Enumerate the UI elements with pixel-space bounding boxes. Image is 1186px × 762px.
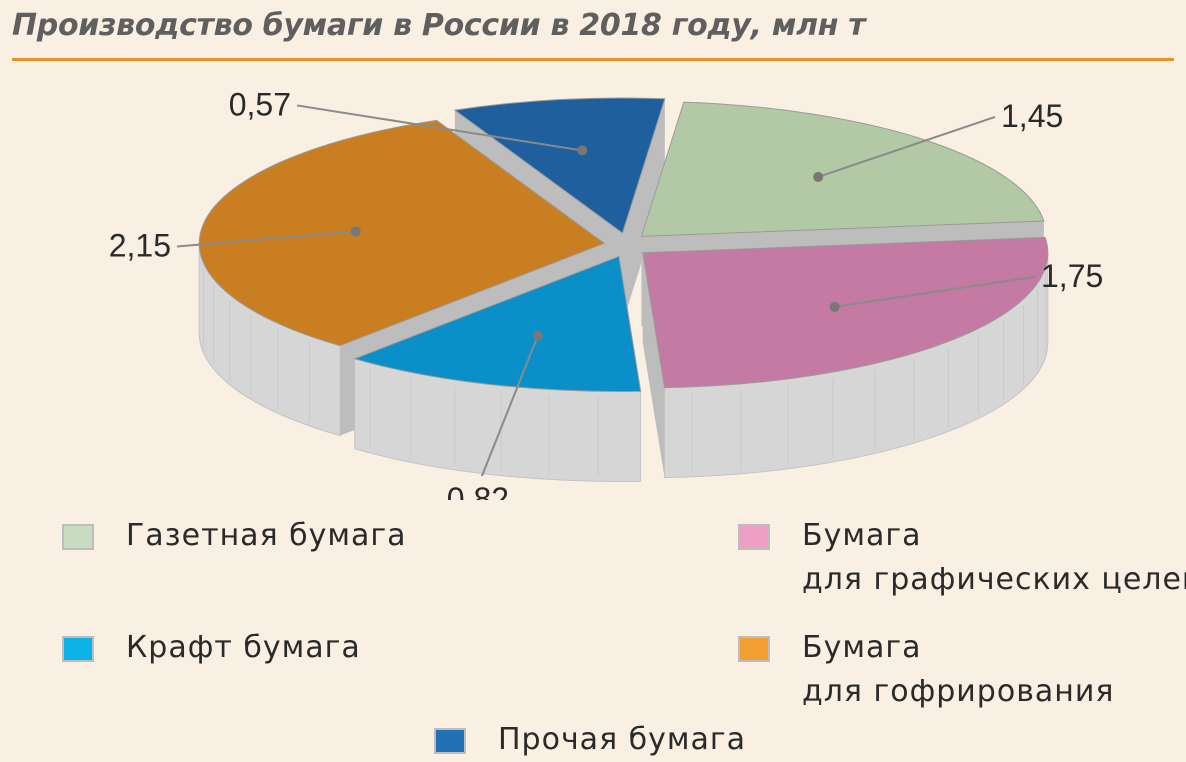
slice-top [353,255,642,392]
slice-wall [642,252,665,478]
legend-swatch [434,728,466,754]
legend-label: для гофрирования [802,674,1115,709]
value-label: 0,57 [229,86,291,122]
legend-swatch [62,636,94,662]
legend-label: для графических целей [802,562,1186,597]
legend-label: Прочая бумага [498,722,747,757]
slice-top [453,97,666,234]
value-label: 1,45 [1001,98,1063,134]
leader-dot [813,171,824,182]
value-label: 0,82 [447,481,509,500]
leader-dot [350,226,361,237]
pie-slice-3 [353,255,642,482]
leader-dot [829,301,840,312]
pie-slice-2 [642,236,1049,479]
legend-label: Бумага [802,518,922,553]
legend-label: Газетная бумага [126,518,407,553]
leader-dot [577,145,588,156]
value-label: 2,15 [109,227,171,263]
title-divider [12,58,1174,61]
chart-title: Производство бумаги в России в 2018 году… [12,8,866,43]
leader-dot [532,330,543,341]
legend-swatch [738,524,770,550]
leader-line [296,104,583,152]
leader-line [176,230,356,248]
legend-swatch [62,524,94,550]
leader-line [480,335,539,477]
value-label: 1,75 [1041,258,1103,294]
slice-top [642,236,1049,389]
slice-wall [622,98,665,324]
slice-top [198,119,606,347]
leader-line [817,115,996,178]
leader-line [834,275,1036,308]
legend-swatch [738,636,770,662]
legend-label: Крафт бумага [126,630,361,665]
pie-chart: 1,45 1,75 0,82 2,15 0,57 [109,86,1104,500]
legend-label: Бумага [802,630,922,665]
